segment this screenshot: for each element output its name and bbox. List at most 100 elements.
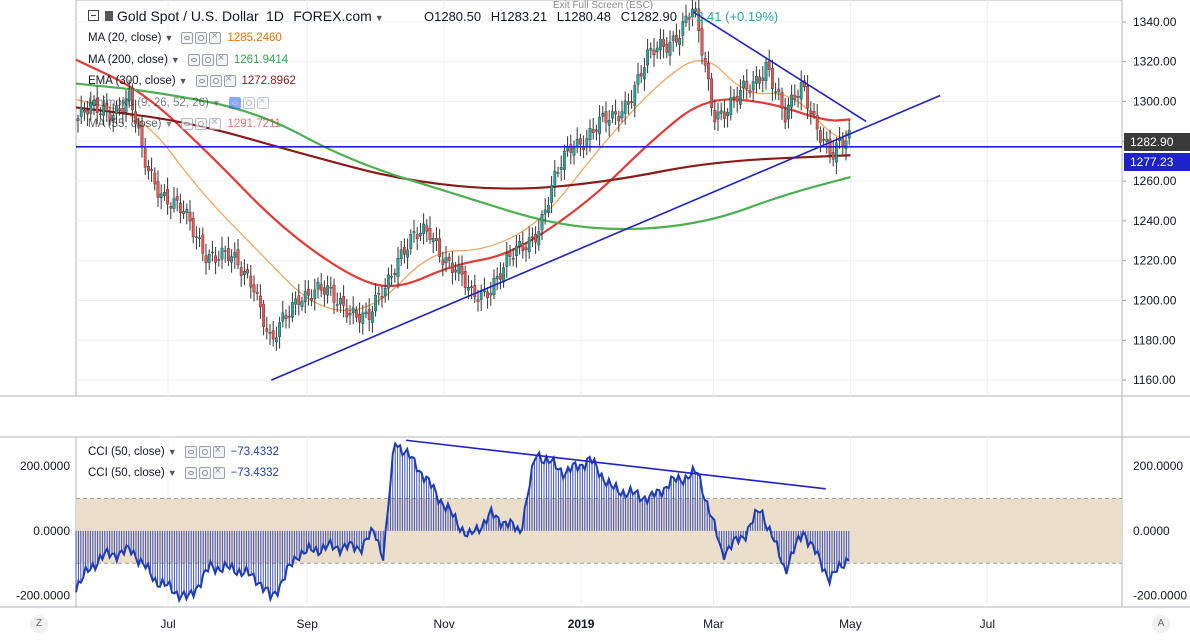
candle-body	[694, 8, 698, 12]
chevron-down-icon[interactable]: ▼	[164, 33, 174, 43]
chevron-down-icon[interactable]: ▼	[167, 447, 177, 457]
candle-body	[486, 291, 489, 299]
candle-body	[342, 295, 345, 306]
eye-icon[interactable]	[181, 118, 194, 130]
candle-body	[351, 307, 355, 314]
candle-body	[313, 289, 317, 300]
indicator-cci-2[interactable]: CCI (50, close)▼ −73.4332	[88, 465, 279, 479]
eye-icon[interactable]	[187, 54, 200, 66]
close-icon[interactable]	[215, 52, 228, 66]
candle-body	[409, 234, 413, 249]
candle-body	[671, 35, 675, 41]
moving-average-line	[75, 82, 851, 231]
candle-body	[383, 287, 387, 297]
gear-icon[interactable]	[242, 97, 255, 109]
gear-icon[interactable]	[198, 446, 211, 458]
eye-icon[interactable]	[181, 32, 194, 44]
candle-body	[201, 234, 205, 254]
candle-body	[524, 247, 528, 251]
candle-body	[268, 332, 272, 334]
candle-body	[361, 312, 365, 324]
candle-body	[207, 253, 211, 263]
close-icon[interactable]	[256, 95, 269, 109]
y-tick-label: 1240.00	[1133, 214, 1177, 228]
candle-body	[130, 87, 134, 111]
candle-body	[627, 101, 630, 105]
candle-body	[214, 255, 217, 263]
gear-icon[interactable]	[195, 118, 208, 130]
eye-icon[interactable]	[195, 75, 208, 87]
gear-icon[interactable]	[201, 54, 214, 66]
candle-body	[287, 315, 291, 318]
candle-body	[323, 287, 326, 295]
eye-icon[interactable]	[184, 467, 197, 479]
chevron-down-icon[interactable]: ▼	[164, 119, 174, 129]
candle-body	[598, 116, 602, 135]
candle-body	[182, 211, 185, 214]
gear-icon[interactable]	[209, 75, 222, 87]
candle-body	[659, 39, 662, 51]
chevron-down-icon[interactable]: ▼	[374, 13, 384, 23]
indicator-ma55[interactable]: MA (55, close)▼ 1291.7211	[88, 116, 281, 130]
eye-off-icon[interactable]	[228, 97, 241, 109]
candle-body	[649, 47, 653, 51]
gear-icon[interactable]	[198, 467, 211, 479]
cci-line	[75, 441, 850, 604]
gear-icon[interactable]	[195, 32, 208, 44]
candle-body	[668, 41, 672, 56]
close-icon[interactable]	[209, 116, 222, 130]
candle-body	[175, 196, 179, 201]
candle-body	[588, 127, 592, 141]
indicator-ma20[interactable]: MA (20, close)▼ 1285.2460	[88, 30, 282, 44]
indicator-ema300[interactable]: EMA (300, close)▼ 1272.8962	[88, 73, 296, 87]
candle-body	[601, 113, 605, 117]
symbol-name[interactable]: Gold Spot / U.S. Dollar	[117, 8, 259, 24]
indicator-ichimoku[interactable]: Ichimoku (9, 26, 52, 26) ▼	[88, 95, 275, 109]
close-icon[interactable]	[212, 444, 225, 458]
auto-scale-button[interactable]: A	[1152, 615, 1170, 633]
candle-body	[265, 328, 269, 332]
candle-body	[82, 110, 86, 113]
y-tick-label: 1180.00	[1133, 333, 1176, 347]
candle-body	[739, 90, 742, 105]
indicator-value: 1291.7211	[227, 118, 281, 130]
candle-body	[92, 100, 96, 106]
candle-body	[310, 298, 313, 301]
candle-body	[252, 284, 256, 293]
main-pane[interactable]	[75, 0, 1123, 397]
candle-body	[534, 234, 538, 243]
zoom-button[interactable]: Z	[30, 615, 48, 633]
chevron-down-icon[interactable]: ▼	[211, 98, 221, 108]
candle-body	[454, 269, 457, 273]
candle-body	[451, 262, 454, 273]
indicator-cci-1[interactable]: CCI (50, close)▼ −73.4332	[88, 444, 279, 458]
candle-body	[307, 288, 310, 296]
candle-body	[447, 256, 451, 261]
candle-body	[473, 285, 477, 298]
eye-icon[interactable]	[184, 446, 197, 458]
candle-body	[755, 76, 758, 84]
candle-body	[617, 116, 621, 122]
candle-body	[521, 243, 525, 251]
candle-body	[553, 170, 557, 187]
collapse-icon[interactable]	[88, 10, 99, 21]
close-icon[interactable]	[209, 30, 222, 44]
chevron-down-icon[interactable]: ▼	[170, 55, 180, 65]
candle-body	[220, 247, 224, 260]
indicator-ma200[interactable]: MA (200, close)▼ 1261.9414	[88, 52, 288, 66]
candle-body	[479, 291, 483, 300]
chevron-down-icon[interactable]: ▼	[178, 76, 188, 86]
candle-body	[787, 104, 790, 120]
candle-body	[835, 142, 838, 163]
exchange-label[interactable]: FOREX.com	[293, 8, 372, 24]
candle-body	[102, 105, 106, 116]
interval-label[interactable]: 1D	[265, 8, 284, 24]
candle-body	[783, 109, 787, 123]
candle-body	[169, 206, 173, 209]
close-icon[interactable]	[212, 465, 225, 479]
close-icon[interactable]	[223, 73, 236, 87]
chevron-down-icon[interactable]: ▼	[167, 468, 177, 478]
candle-body	[630, 101, 634, 104]
exit-fullscreen-hint[interactable]: Exit Full Screen (ESC)	[553, 0, 654, 11]
